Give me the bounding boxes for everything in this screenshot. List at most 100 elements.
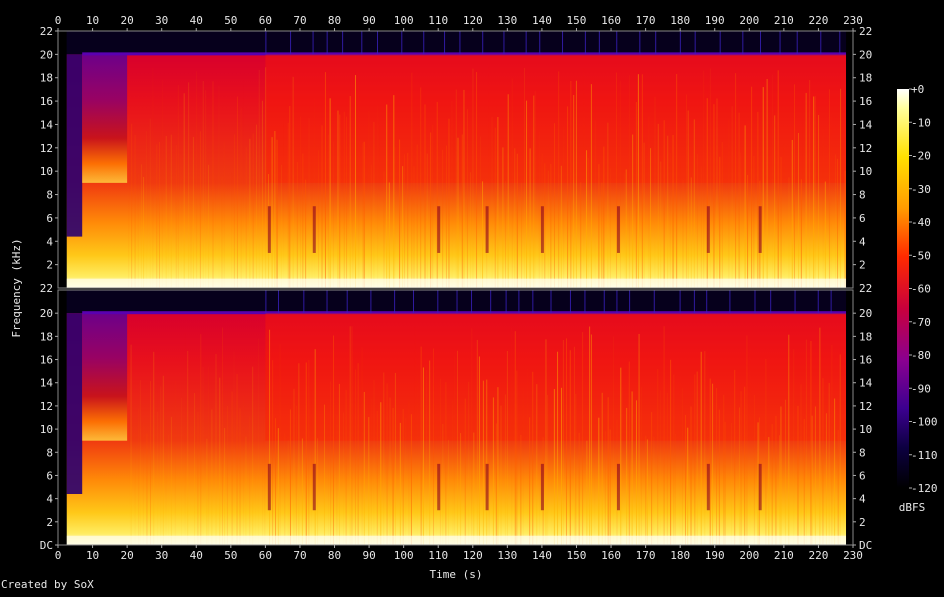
- transient-streak: [352, 137, 354, 288]
- transient-streak: [505, 181, 507, 288]
- transient-streak: [768, 437, 770, 545]
- transient-streak: [221, 327, 223, 545]
- transient-streak: [843, 401, 844, 545]
- transient-streak: [494, 127, 496, 288]
- hf-spike: [820, 31, 822, 55]
- transient-streak: [809, 80, 811, 288]
- transient-streak: [321, 125, 323, 288]
- transient-streak: [457, 137, 459, 288]
- y-tick-label-right: 12: [859, 142, 872, 155]
- transient-streak: [130, 344, 132, 545]
- transient-streak: [738, 407, 740, 545]
- transient-streak: [798, 132, 800, 288]
- transient-streak: [349, 96, 351, 288]
- transient-streak: [536, 384, 538, 545]
- dense-energy-region: [265, 313, 847, 441]
- transient-streak: [492, 397, 494, 545]
- transient-streak: [295, 405, 297, 545]
- x-tick-label-top: 50: [224, 14, 237, 27]
- transient-streak: [527, 369, 528, 545]
- transient-streak: [420, 87, 422, 288]
- y-tick-label-right: 8: [859, 189, 866, 202]
- transient-streak: [256, 124, 258, 288]
- hf-spike: [629, 290, 631, 314]
- transient-streak: [780, 156, 782, 288]
- hf-spike: [839, 31, 841, 55]
- colorbar-tick-label: -10: [911, 116, 931, 129]
- transient-streak: [607, 122, 609, 288]
- transient-streak: [165, 381, 166, 545]
- hf-spike: [754, 290, 756, 314]
- transient-streak: [276, 139, 278, 288]
- transient-streak: [358, 81, 360, 288]
- transient-streak: [249, 138, 251, 288]
- transient-streak: [507, 94, 509, 289]
- transient-streak: [236, 374, 238, 545]
- transient-streak: [844, 170, 846, 288]
- transient-streak: [553, 123, 555, 288]
- transient-streak: [346, 116, 348, 288]
- spectral-dip: [706, 463, 710, 511]
- transient-streak: [700, 351, 702, 545]
- transient-streak: [439, 378, 441, 545]
- spectral-dip: [758, 463, 762, 511]
- transient-streak: [724, 421, 726, 545]
- transient-streak: [146, 130, 148, 288]
- hf-spike: [471, 290, 473, 314]
- transient-streak: [190, 357, 191, 545]
- transient-streak: [197, 411, 199, 545]
- transient-streak: [386, 383, 388, 545]
- x-tick-label-bottom: 30: [155, 549, 168, 562]
- transient-streak: [429, 360, 431, 545]
- transient-streak: [275, 418, 277, 545]
- transient-streak: [667, 135, 669, 288]
- transient-streak: [738, 112, 740, 288]
- transient-streak: [261, 100, 263, 288]
- transient-streak: [687, 427, 689, 545]
- x-tick-label-bottom: 170: [636, 549, 656, 562]
- transient-streak: [598, 417, 600, 545]
- transient-streak: [601, 392, 603, 545]
- transient-streak: [354, 369, 356, 545]
- transient-streak: [659, 390, 661, 545]
- transient-streak: [162, 375, 164, 545]
- hf-spike: [303, 290, 305, 314]
- transient-streak: [813, 96, 815, 288]
- intro-quiet-region: [66, 313, 83, 494]
- transient-streak: [399, 422, 401, 545]
- colorbar-tick-label: -110: [911, 449, 938, 462]
- transient-streak: [762, 87, 764, 288]
- transient-streak: [223, 141, 225, 288]
- transient-streak: [308, 359, 310, 545]
- transient-streak: [470, 172, 472, 288]
- transient-streak: [653, 436, 655, 545]
- transient-streak: [788, 177, 790, 288]
- transient-streak: [336, 414, 338, 545]
- transient-streak: [199, 131, 201, 288]
- transient-streak: [464, 398, 466, 545]
- transient-streak: [718, 409, 720, 545]
- low-frequency-band: [66, 535, 847, 545]
- x-tick-label-top: 140: [532, 14, 552, 27]
- transient-streak: [330, 381, 332, 545]
- transient-streak: [740, 391, 742, 545]
- transient-streak: [394, 372, 396, 545]
- x-tick-label-top: 190: [705, 14, 725, 27]
- y-tick-label-left: 20: [40, 48, 53, 61]
- x-tick-label-bottom: 210: [774, 549, 794, 562]
- transient-streak: [255, 400, 256, 545]
- dense-energy-region: [265, 54, 847, 183]
- transient-streak: [442, 423, 444, 545]
- transient-streak: [784, 399, 786, 545]
- transient-streak: [580, 182, 582, 288]
- transient-streak: [170, 134, 172, 288]
- colorbar-tick-label: -90: [911, 382, 931, 395]
- transient-streak: [426, 153, 428, 288]
- transient-streak: [460, 433, 462, 545]
- transient-streak: [780, 406, 782, 545]
- transient-streak: [472, 68, 474, 289]
- transient-streak: [753, 394, 755, 545]
- hf-spike: [459, 31, 461, 55]
- transient-streak: [215, 353, 217, 545]
- transient-streak: [553, 389, 555, 545]
